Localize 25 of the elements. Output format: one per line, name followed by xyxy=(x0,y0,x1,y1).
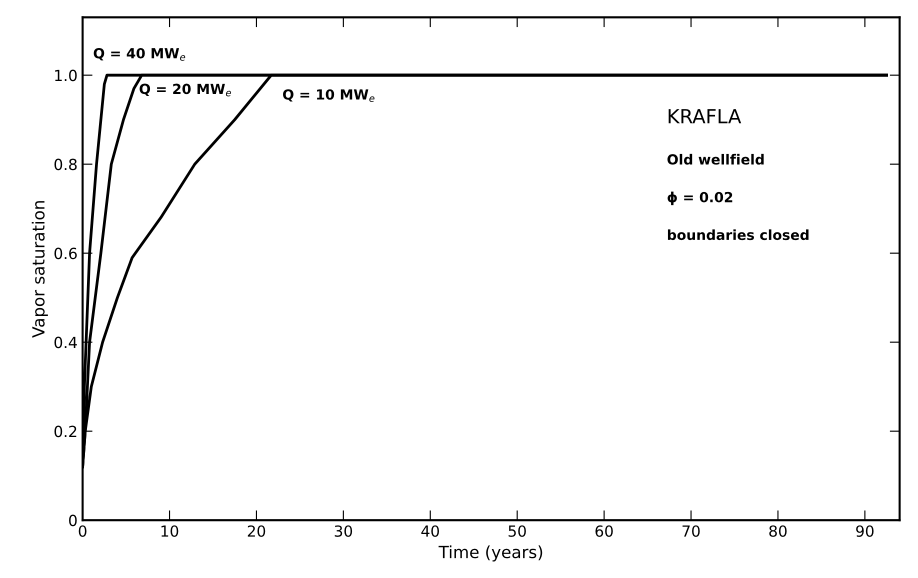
x-axis-title: Time (years) xyxy=(438,545,542,562)
x-tick-label: 30 xyxy=(334,525,352,537)
y-tick-label: 0.8 xyxy=(54,158,77,170)
x-tick-label: 20 xyxy=(248,525,266,537)
y-tick-label: 0.4 xyxy=(54,336,77,348)
series-label: Q = 10 MW$_{e}$ xyxy=(283,89,374,102)
annotation: KRAFLA xyxy=(668,109,742,124)
x-tick-label: 0 xyxy=(78,525,86,537)
y-tick-label: 0.6 xyxy=(54,248,77,260)
annotation: Old wellfield xyxy=(667,154,764,165)
y-axis-title: Vapor saturation xyxy=(32,201,48,338)
x-tick-label: 60 xyxy=(595,525,613,537)
x-tick-label: 40 xyxy=(421,525,439,537)
y-tick-label: 1.0 xyxy=(55,70,77,82)
series-label: Q = 20 MW$_{e}$ xyxy=(140,84,232,96)
series-label: Q = 40 MW$_{e}$ xyxy=(94,48,186,61)
y-tick-label: 0 xyxy=(69,514,77,526)
x-tick-label: 80 xyxy=(769,525,787,537)
y-tick-label: 0.2 xyxy=(54,426,76,438)
x-tick-label: 90 xyxy=(856,525,874,537)
x-tick-label: 10 xyxy=(161,525,178,537)
x-tick-label: 70 xyxy=(682,525,700,537)
x-tick-label: 50 xyxy=(508,525,526,537)
annotation: ϕ = 0.02 xyxy=(668,192,732,206)
annotation: boundaries closed xyxy=(668,229,808,240)
